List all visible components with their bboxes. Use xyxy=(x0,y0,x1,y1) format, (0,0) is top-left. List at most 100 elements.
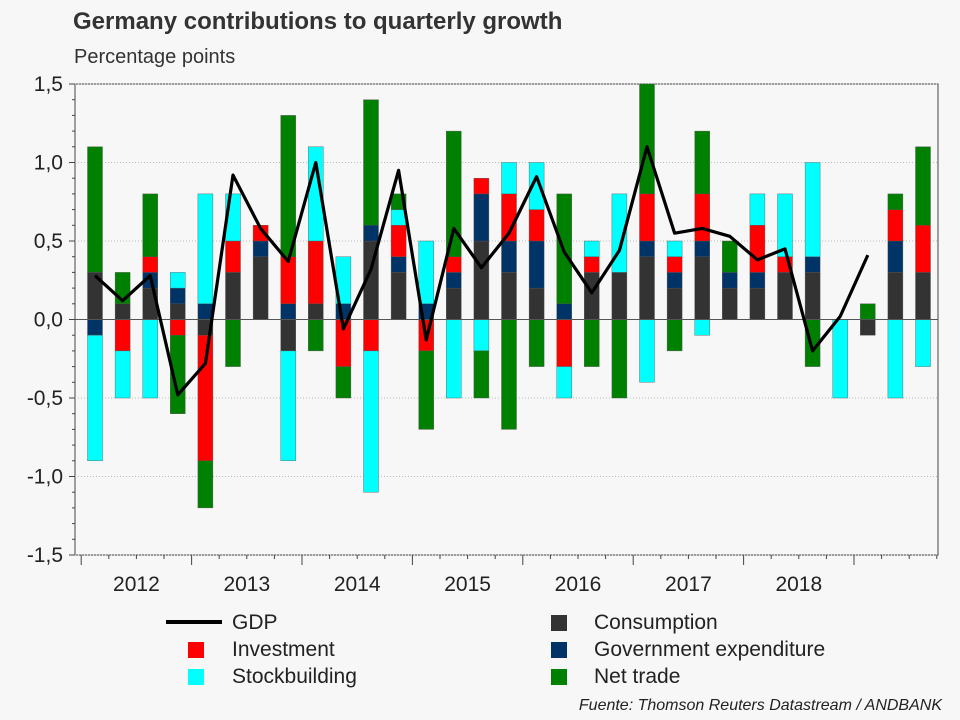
bar-government-expenditure xyxy=(722,272,738,289)
legend-net-trade-label: Net trade xyxy=(594,665,681,688)
bar-government-expenditure xyxy=(170,287,186,305)
bar-investment xyxy=(308,240,324,304)
bar-stockbuilding xyxy=(528,162,545,210)
legend-investment-label: Investment xyxy=(232,638,335,661)
bar-stockbuilding xyxy=(473,319,490,352)
bar-stockbuilding xyxy=(87,335,103,462)
bar-government-expenditure xyxy=(666,272,683,289)
x-year-label: 2017 xyxy=(665,573,712,596)
y-tick-label: -1,0 xyxy=(27,466,63,489)
bar-government-expenditure xyxy=(804,256,821,273)
y-tick-label: 1,0 xyxy=(34,152,63,175)
bar-net-trade xyxy=(418,350,434,430)
bar-government-expenditure xyxy=(694,240,710,257)
y-axis: -1,5 -1,0 -0,5 0,0 0,5 1,0 1,5 xyxy=(27,73,75,567)
legend-stockbuilding-label: Stockbuilding xyxy=(232,665,357,688)
bar-stockbuilding xyxy=(556,366,572,399)
bar-government-expenditure xyxy=(87,319,103,336)
bar-government-expenditure xyxy=(446,272,462,289)
bar-consumption xyxy=(722,287,738,320)
bar-stockbuilding xyxy=(501,162,517,195)
bar-net-trade xyxy=(694,130,710,195)
bar-stockbuilding xyxy=(142,319,158,399)
bar-government-expenditure xyxy=(887,240,904,273)
y-tick-label: 0,0 xyxy=(34,309,63,332)
legend-government-swatch xyxy=(551,642,567,658)
bar-stockbuilding xyxy=(584,240,600,257)
bar-net-trade xyxy=(722,240,738,273)
bar-government-expenditure xyxy=(252,240,269,257)
bar-net-trade xyxy=(860,303,876,320)
bar-consumption xyxy=(225,272,241,320)
bar-consumption xyxy=(528,287,545,320)
bar-consumption xyxy=(915,272,931,320)
x-year-label: 2018 xyxy=(775,573,822,596)
bar-consumption xyxy=(804,272,821,320)
bar-consumption xyxy=(860,319,876,336)
gdp-line xyxy=(93,145,870,397)
bar-consumption xyxy=(777,272,793,320)
bar-government-expenditure xyxy=(749,272,766,289)
bar-stockbuilding xyxy=(170,272,186,289)
bar-investment xyxy=(528,209,545,242)
bar-consumption xyxy=(611,272,628,320)
chart-subtitle: Percentage points xyxy=(74,46,236,68)
x-year-label: 2013 xyxy=(223,573,270,596)
bar-investment xyxy=(390,225,407,257)
bar-stockbuilding xyxy=(915,319,931,367)
x-year-label: 2015 xyxy=(444,573,491,596)
bar-investment xyxy=(446,256,462,273)
legend-gdp-line-icon xyxy=(166,620,222,624)
bar-stockbuilding xyxy=(666,240,683,257)
bar-net-trade xyxy=(335,366,352,399)
bar-net-trade xyxy=(887,193,904,210)
bar-consumption xyxy=(639,256,655,320)
bar-investment xyxy=(584,256,600,273)
legend-stockbuilding-swatch xyxy=(188,669,204,685)
bar-net-trade xyxy=(915,146,931,226)
bar-consumption xyxy=(308,303,324,320)
bar-government-expenditure xyxy=(556,303,572,320)
bar-net-trade xyxy=(528,319,545,367)
bar-stockbuilding xyxy=(280,350,296,461)
bar-consumption xyxy=(473,240,490,320)
bar-net-trade xyxy=(363,99,379,226)
bar-net-trade xyxy=(142,193,158,257)
bar-net-trade xyxy=(225,319,241,367)
bar-investment xyxy=(915,225,931,273)
bar-stockbuilding xyxy=(114,350,131,399)
bar-government-expenditure xyxy=(473,193,490,242)
bar-government-expenditure xyxy=(639,240,655,257)
bar-investment xyxy=(749,225,766,273)
x-year-label: 2016 xyxy=(555,573,602,596)
bar-net-trade xyxy=(446,130,462,257)
bar-government-expenditure xyxy=(280,303,296,320)
bar-investment xyxy=(170,319,186,336)
chart-title: Germany contributions to quarterly growt… xyxy=(73,8,563,35)
bar-stockbuilding xyxy=(777,193,793,257)
source-note: Fuente: Thomson Reuters Datastream / AND… xyxy=(578,697,942,714)
bar-consumption xyxy=(280,319,296,352)
x-year-label: 2012 xyxy=(113,573,160,596)
bar-consumption xyxy=(446,287,462,320)
bar-investment xyxy=(114,319,131,352)
bar-investment xyxy=(556,319,572,367)
bar-investment xyxy=(639,193,655,242)
bar-stockbuilding xyxy=(611,193,628,273)
x-axis: 2012 2013 2014 2015 2016 2017 2018 xyxy=(80,555,938,596)
bar-stockbuilding xyxy=(639,319,655,383)
bar-stockbuilding xyxy=(197,193,214,304)
bar-net-trade xyxy=(197,460,214,509)
bar-investment xyxy=(887,209,904,242)
bar-net-trade xyxy=(639,83,655,195)
legend-consumption-swatch xyxy=(551,615,567,631)
bar-net-trade xyxy=(666,319,683,352)
bar-net-trade xyxy=(170,335,186,414)
y-tick-label: -1,5 xyxy=(27,544,63,567)
bar-net-trade xyxy=(473,350,490,399)
bar-stockbuilding xyxy=(887,319,904,399)
bar-investment xyxy=(225,240,241,273)
bar-consumption xyxy=(584,272,600,320)
y-tick-label: -0,5 xyxy=(27,387,63,410)
